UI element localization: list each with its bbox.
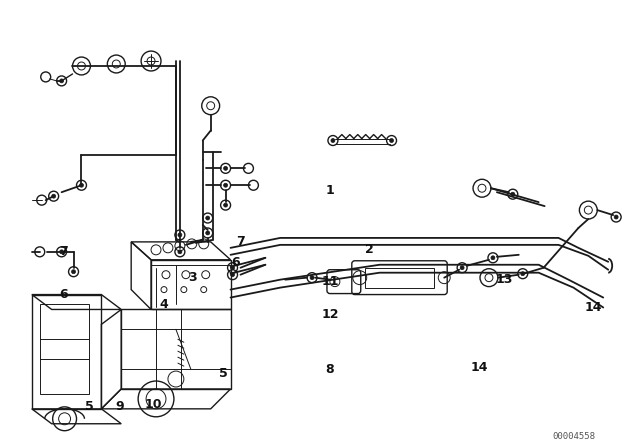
Circle shape — [60, 79, 63, 83]
Circle shape — [223, 203, 228, 207]
Bar — [40, 305, 90, 394]
Circle shape — [72, 270, 76, 274]
Text: 4: 4 — [159, 298, 168, 311]
Circle shape — [521, 271, 525, 276]
Text: 13: 13 — [495, 273, 513, 286]
Text: 14: 14 — [584, 301, 602, 314]
Circle shape — [491, 256, 495, 260]
Circle shape — [230, 273, 234, 277]
Bar — [365, 268, 435, 288]
Circle shape — [178, 233, 182, 237]
Text: 10: 10 — [144, 398, 162, 411]
Circle shape — [205, 216, 210, 220]
Circle shape — [230, 266, 234, 270]
Circle shape — [52, 194, 56, 198]
Text: 7: 7 — [60, 246, 68, 258]
Text: 8: 8 — [326, 362, 334, 375]
Text: 5: 5 — [85, 401, 94, 414]
Text: 7: 7 — [236, 235, 245, 248]
Circle shape — [614, 215, 618, 219]
Text: 3: 3 — [189, 271, 197, 284]
Circle shape — [205, 231, 210, 235]
Text: 9: 9 — [115, 401, 124, 414]
Circle shape — [223, 183, 228, 187]
Text: 6: 6 — [231, 256, 240, 269]
Text: 5: 5 — [220, 366, 228, 379]
Text: 1: 1 — [326, 184, 334, 197]
Text: 12: 12 — [321, 308, 339, 321]
Text: 6: 6 — [60, 288, 68, 301]
Text: 00004558: 00004558 — [552, 432, 595, 441]
Text: 2: 2 — [365, 243, 374, 256]
Circle shape — [460, 266, 464, 270]
Circle shape — [60, 250, 63, 254]
Circle shape — [223, 166, 228, 170]
Circle shape — [79, 183, 83, 187]
Circle shape — [178, 250, 182, 254]
Text: 11: 11 — [321, 275, 339, 288]
Circle shape — [390, 138, 394, 142]
Text: 14: 14 — [470, 361, 488, 374]
Circle shape — [310, 276, 314, 280]
Circle shape — [511, 192, 515, 196]
Circle shape — [331, 138, 335, 142]
